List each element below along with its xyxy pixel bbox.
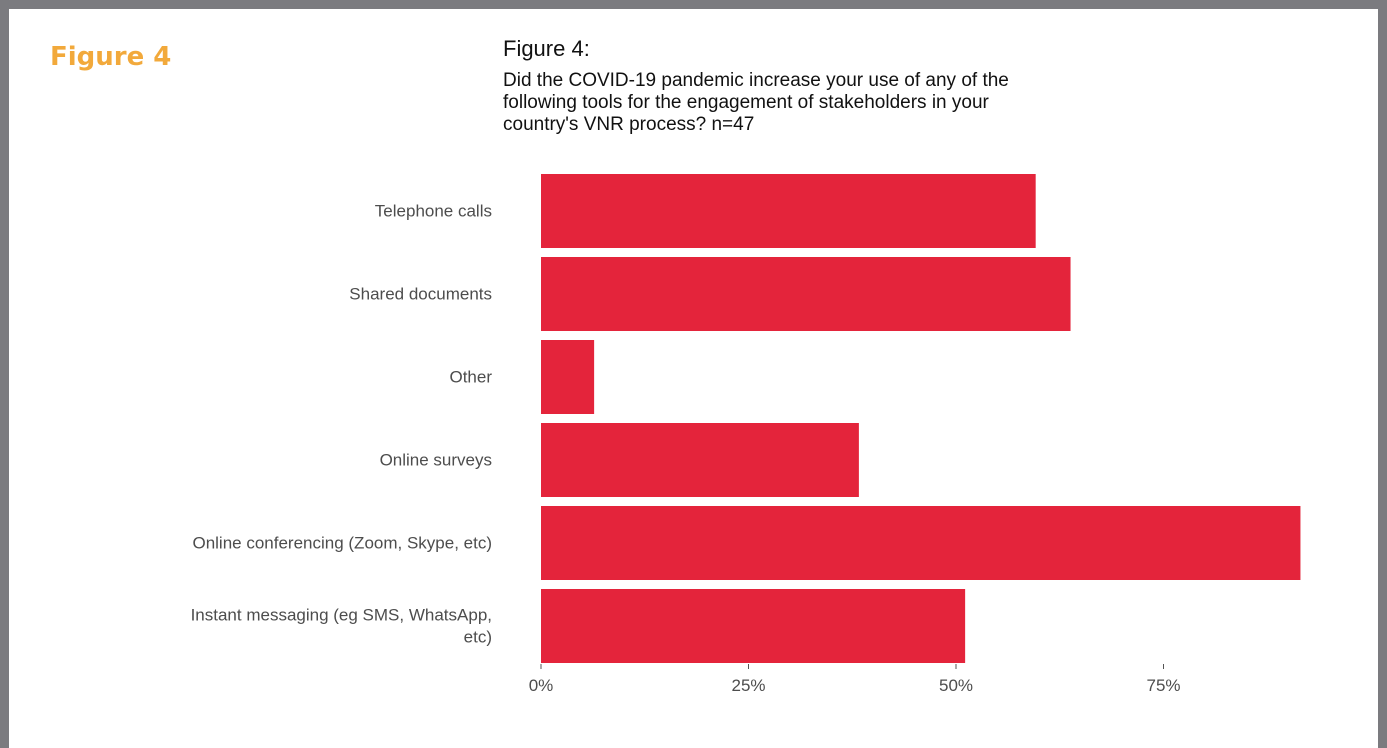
x-tick-label: 50% (939, 676, 973, 695)
category-label: Instant messaging (eg SMS, WhatsApp, (191, 606, 492, 625)
x-tick-label: 0% (529, 676, 554, 695)
frame-left-border (0, 0, 9, 748)
chart-title: Figure 4: (503, 36, 590, 61)
bar (541, 174, 1036, 248)
figure-label: Figure 4 (50, 42, 172, 72)
category-label: Telephone calls (375, 202, 492, 221)
frame-right-border (1378, 0, 1387, 748)
frame-top-border (0, 0, 1387, 9)
bar (541, 506, 1301, 580)
x-tick-label: 75% (1146, 676, 1180, 695)
category-label: Shared documents (349, 285, 492, 304)
category-label: etc) (464, 628, 492, 647)
x-tick-label: 25% (731, 676, 765, 695)
bar (541, 340, 595, 414)
bar (541, 257, 1071, 331)
chart-subtitle: Did the COVID-19 pandemic increase your … (503, 70, 1009, 135)
category-label: Other (449, 368, 492, 387)
bar (541, 423, 859, 497)
category-label: Online conferencing (Zoom, Skype, etc) (192, 534, 492, 553)
category-label: Online surveys (380, 451, 492, 470)
bar (541, 589, 966, 663)
